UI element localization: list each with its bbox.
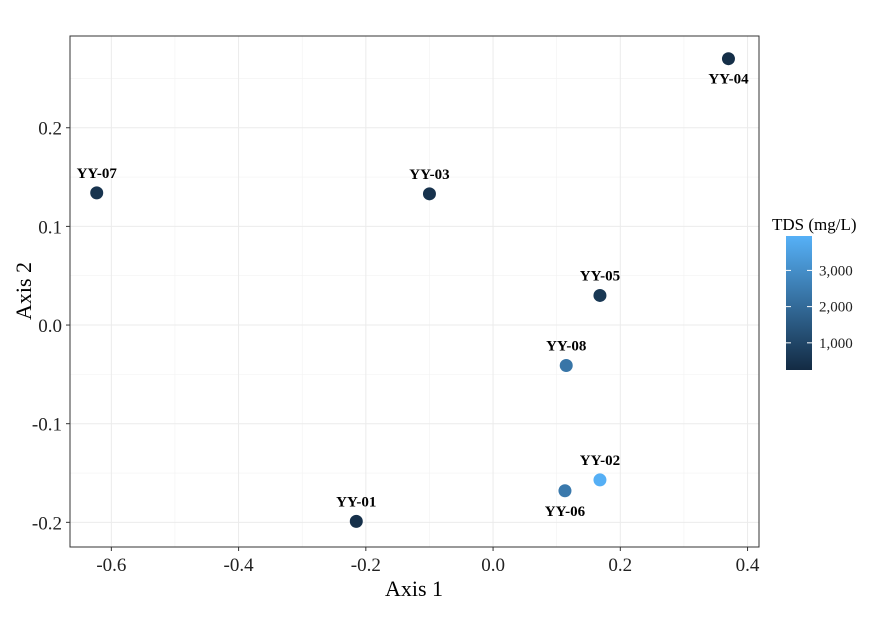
point-label: YY-07: [77, 166, 118, 182]
x-tick-label: -0.6: [96, 555, 126, 576]
x-tick-label: 0.0: [481, 555, 505, 576]
y-tick-label: -0.1: [32, 415, 62, 436]
data-point: [593, 288, 607, 302]
point-label: YY-01: [336, 494, 376, 510]
grid: [70, 36, 759, 547]
point-label: YY-08: [546, 338, 586, 354]
legend-tick-label: 3,000: [819, 263, 853, 279]
x-tick-label: 0.2: [608, 555, 632, 576]
x-axis-title: Axis 1: [385, 576, 443, 601]
axis-ticks: -0.6 -0.4 -0.2 0.0 0.2 0.4 -0.2 -0.1 0.0 0.1 0.2: [32, 119, 760, 576]
point-label: YY-04: [708, 72, 749, 88]
plot-panel-border: [69, 35, 760, 548]
y-axis-title: Axis 2: [11, 262, 36, 320]
point-label: YY-06: [545, 504, 586, 520]
point-label: YY-05: [580, 268, 620, 284]
data-points: [90, 52, 735, 528]
point-label: YY-03: [409, 167, 449, 183]
legend-tick-label: 2,000: [819, 300, 853, 316]
y-tick-label: -0.2: [32, 513, 62, 534]
data-point: [90, 186, 104, 200]
x-tick-label: -0.4: [224, 555, 255, 576]
legend-title: TDS (mg/L): [772, 215, 857, 234]
legend-tick-label: 1,000: [819, 336, 853, 352]
y-tick-label: 0.2: [38, 119, 62, 140]
y-tick-label: 0.1: [38, 217, 62, 238]
legend-colorbar: [786, 236, 812, 370]
data-point: [721, 52, 735, 66]
data-point: [422, 187, 436, 201]
point-labels: YY-01 YY-02 YY-03 YY-04 YY-05 YY-06 YY-07 YY-08: [77, 72, 750, 520]
data-point: [593, 473, 607, 487]
data-point: [349, 514, 363, 528]
x-tick-label: 0.4: [736, 555, 760, 576]
data-point: [558, 484, 572, 498]
point-label: YY-02: [580, 453, 620, 469]
data-point: [559, 358, 573, 372]
x-tick-label: -0.2: [351, 555, 381, 576]
y-tick-label: 0.0: [38, 316, 62, 337]
color-legend: TDS (mg/L) 1,000 2,000 3,000: [772, 215, 857, 370]
legend-ticks: 1,000 2,000 3,000: [786, 263, 853, 352]
